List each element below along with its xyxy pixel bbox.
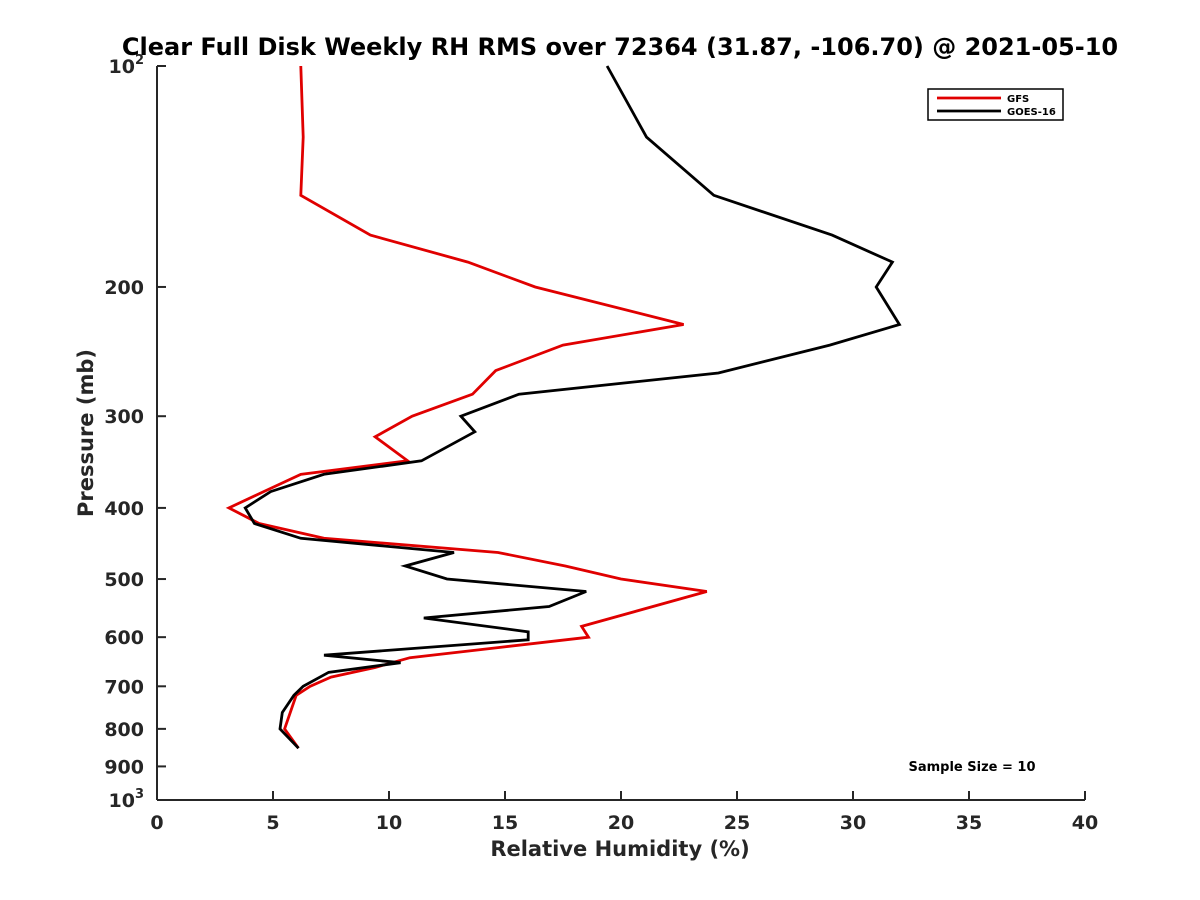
legend-box xyxy=(927,88,1064,121)
legend-label-gfs: GFS xyxy=(1007,94,1029,105)
x-tick-label: 20 xyxy=(608,812,634,834)
legend-label-goes-16: GOES-16 xyxy=(1007,107,1056,118)
x-tick-label: 15 xyxy=(492,812,518,834)
y-tick-label: 600 xyxy=(104,627,144,649)
y-tick-label: 200 xyxy=(104,277,144,299)
y-tick-label: 700 xyxy=(104,676,144,698)
legend: GFS GOES-16 xyxy=(927,88,1064,121)
y-tick-label: 500 xyxy=(104,569,144,591)
x-tick-label: 25 xyxy=(724,812,750,834)
plot-area xyxy=(225,65,902,750)
y-tick-label: 800 xyxy=(104,719,144,741)
y-tick-label: 102 xyxy=(109,53,145,78)
y-axis-label: Pressure (mb) xyxy=(74,349,98,517)
x-tick-label: 10 xyxy=(376,812,402,834)
x-tick-label: 40 xyxy=(1072,812,1098,834)
y-tick-label: 300 xyxy=(104,406,144,428)
x-tick-label: 5 xyxy=(266,812,279,834)
y-tick-label: 103 xyxy=(109,787,145,812)
sample-size-annotation: Sample Size = 10 xyxy=(908,760,1035,775)
series-line-goes-16 xyxy=(243,65,902,750)
x-tick-label: 35 xyxy=(956,812,982,834)
x-axis-label: Relative Humidity (%) xyxy=(490,837,749,861)
x-tick-label: 30 xyxy=(840,812,866,834)
chart-title: Clear Full Disk Weekly RH RMS over 72364… xyxy=(122,33,1118,61)
series-line-gfs xyxy=(225,65,708,750)
axes: 0 5 10 15 20 25 30 35 40 102 200 300 400 500 600 700 800… xyxy=(104,53,1098,834)
y-tick-label: 900 xyxy=(104,756,144,778)
x-tick-label: 0 xyxy=(150,812,163,834)
y-tick-label: 400 xyxy=(104,498,144,520)
